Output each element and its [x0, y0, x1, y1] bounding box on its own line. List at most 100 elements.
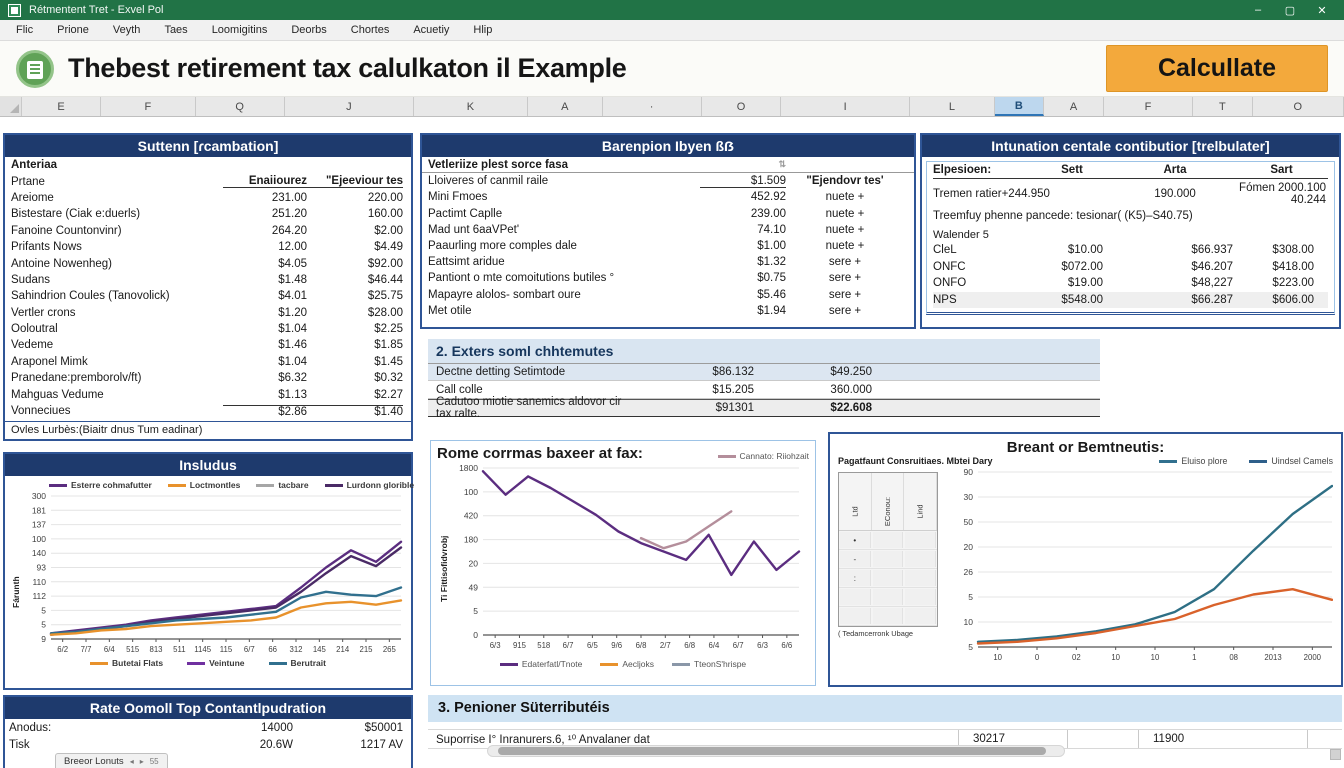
cell[interactable]: 20.6W — [259, 738, 293, 751]
cell[interactable]: $1.32 — [757, 256, 786, 269]
cell[interactable]: Anodus: — [9, 721, 52, 734]
menu-item-flic[interactable]: Flic — [16, 24, 34, 36]
cell[interactable]: Vertler crons — [11, 306, 76, 319]
column-header-·[interactable]: · — [603, 97, 702, 116]
scrollbar-thumb[interactable] — [498, 747, 1046, 755]
menu-item-acuetiy[interactable]: Acuetiy — [413, 24, 450, 36]
cell[interactable]: 220.00 — [367, 191, 403, 204]
cell[interactable]: $28.00 — [367, 306, 403, 319]
cell[interactable]: $2.27 — [374, 388, 403, 401]
column-header-K[interactable]: K — [414, 97, 529, 116]
cell[interactable]: 264.20 — [271, 224, 307, 237]
cell[interactable]: $6.32 — [278, 372, 307, 385]
maximize-button[interactable]: ▢ — [1284, 4, 1296, 17]
cell[interactable]: $1.00 — [757, 240, 786, 253]
cell[interactable]: Sahindrion Coules (Tanovolick) — [11, 290, 170, 303]
cell[interactable]: Dectne detting Setimtode — [436, 366, 566, 378]
menu-item-taes[interactable]: Taes — [164, 24, 188, 36]
cell[interactable]: Vonneciues — [11, 405, 71, 418]
cell[interactable]: $2.25 — [374, 323, 403, 336]
cell[interactable]: $1.509 — [700, 175, 786, 188]
cell[interactable]: Fanoine Countonvinr) — [11, 224, 122, 237]
cell[interactable]: $1.85 — [374, 339, 403, 352]
cell[interactable]: ONFC — [933, 260, 966, 273]
cell[interactable]: $50001 — [364, 721, 403, 734]
cell[interactable]: Lloiveres of canmil raile — [428, 175, 549, 188]
tab-nav-left-icon[interactable]: ◂ — [129, 756, 134, 766]
cell[interactable]: $418.00 — [1272, 260, 1314, 273]
cell[interactable]: Sudans — [11, 273, 51, 286]
cell[interactable]: $548.00 — [1061, 294, 1103, 307]
cell[interactable]: $10.00 — [1067, 244, 1103, 257]
select-all-corner[interactable] — [0, 97, 22, 116]
cell[interactable]: 239.00 — [750, 207, 786, 220]
column-header-E[interactable]: E — [22, 97, 102, 116]
cell[interactable]: Mahguas Vedume — [11, 388, 104, 401]
cell[interactable]: $25.75 — [367, 290, 403, 303]
cell[interactable]: sere + — [828, 272, 862, 285]
cell[interactable]: $1.13 — [278, 388, 307, 401]
cell[interactable]: $22.608 — [830, 402, 872, 414]
cell[interactable]: Fómen 2000.100 40.244 — [1239, 182, 1326, 206]
cell[interactable]: nuete + — [825, 207, 865, 220]
menu-item-prione[interactable]: Prione — [57, 24, 89, 36]
cell[interactable]: Mapayre alolos- sombart oure — [428, 288, 581, 301]
menu-item-veyth[interactable]: Veyth — [112, 24, 141, 36]
cell[interactable]: $1.20 — [278, 306, 307, 319]
cell[interactable]: $66.937 — [1191, 244, 1233, 257]
column-header-A[interactable]: A — [1044, 97, 1104, 116]
column-header-O[interactable]: O — [1253, 97, 1344, 116]
cell[interactable]: NPS — [933, 294, 957, 307]
cell[interactable]: Treemfuy phenne pancede: tesionar( (K5)–… — [933, 210, 1193, 222]
cell[interactable]: Eattsimt aridue — [428, 256, 505, 269]
cell[interactable]: Call colle — [436, 383, 483, 396]
menu-item-deorbs[interactable]: Deorbs — [291, 24, 327, 36]
cell[interactable]: $46.44 — [367, 273, 403, 286]
cell[interactable]: $1.04 — [278, 355, 307, 368]
cell[interactable]: 231.00 — [271, 191, 307, 204]
column-header-I[interactable]: I — [781, 97, 911, 116]
cell[interactable]: $072.00 — [1061, 260, 1103, 273]
cell[interactable]: 30217 — [958, 730, 1068, 748]
cell[interactable]: nuete + — [825, 240, 865, 253]
calculate-button[interactable]: Calcullate — [1106, 45, 1328, 92]
row-label[interactable]: Vetleriize plest sorce fasa — [428, 158, 568, 171]
cell[interactable]: $308.00 — [1272, 244, 1314, 257]
column-header-F[interactable]: F — [101, 97, 196, 116]
scroll-corner[interactable] — [1330, 749, 1341, 760]
cell[interactable]: $15.205 — [712, 383, 754, 396]
cell[interactable]: $1.48 — [278, 273, 307, 286]
cell[interactable]: $223.00 — [1272, 277, 1314, 290]
cell[interactable]: $1.45 — [374, 355, 403, 368]
cell[interactable]: nuete + — [825, 191, 865, 204]
cell[interactable]: 251.20 — [271, 208, 307, 221]
cell[interactable]: $19.00 — [1067, 277, 1103, 290]
cell[interactable]: 360.000 — [830, 383, 872, 396]
cell[interactable]: $4.49 — [374, 241, 403, 254]
cell[interactable]: Tisk — [9, 738, 30, 751]
cell[interactable]: Ooloutral — [11, 323, 58, 336]
cell[interactable]: ONFO — [933, 277, 967, 290]
spinner-icon[interactable]: ⇅ — [778, 159, 786, 170]
cell[interactable]: nuete + — [825, 223, 865, 236]
menu-item-hlip[interactable]: Hlip — [473, 24, 493, 36]
column-header-L[interactable]: L — [910, 97, 995, 116]
column-header-J[interactable]: J — [285, 97, 414, 116]
cell[interactable]: Tremen ratier+244.950 — [933, 188, 1050, 200]
cell[interactable]: $1.46 — [278, 339, 307, 352]
cell[interactable]: 160.00 — [367, 208, 403, 221]
breant-chart[interactable]: Breant or Bemtneutis: Pagatfaunt Consrui… — [828, 432, 1343, 687]
close-button[interactable]: ✕ — [1317, 4, 1327, 17]
cell[interactable]: Bistestare (Ciak e:duerls) — [11, 208, 141, 221]
horizontal-scrollbar[interactable] — [487, 745, 1065, 757]
cell[interactable]: Met otile — [428, 304, 472, 317]
cell[interactable]: $46.207 — [1191, 260, 1233, 273]
cell[interactable]: $2.00 — [374, 224, 403, 237]
cell[interactable]: $1.40 — [307, 404, 403, 418]
menu-item-loomigitins[interactable]: Loomigitins — [211, 24, 268, 36]
cell[interactable]: $91301 — [715, 402, 754, 414]
cell[interactable]: Araponel Mimk — [11, 355, 88, 368]
cell[interactable]: 1217 AV — [360, 738, 403, 751]
cell[interactable]: $0.75 — [757, 272, 786, 285]
cell[interactable]: Mini Fmoes — [428, 191, 488, 204]
